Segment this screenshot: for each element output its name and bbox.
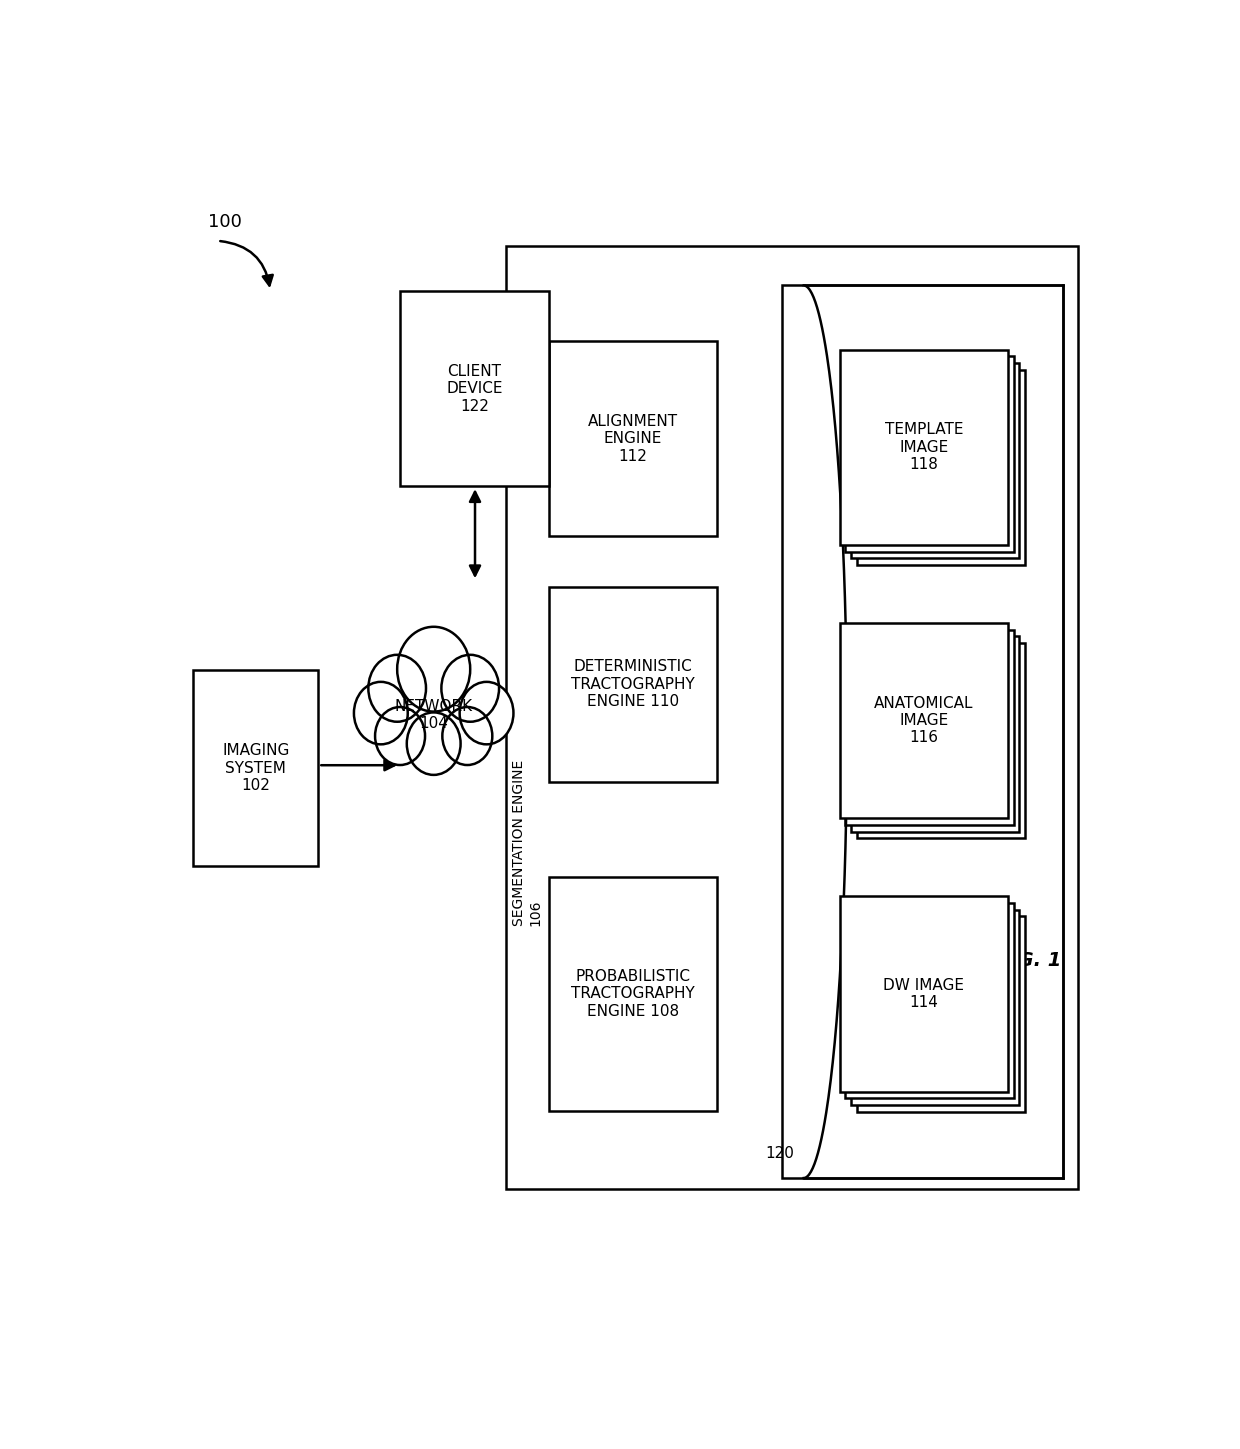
Text: FIG. 1: FIG. 1 [997,951,1061,969]
Circle shape [407,713,460,775]
FancyBboxPatch shape [846,903,1013,1098]
Text: TEMPLATE
IMAGE
118: TEMPLATE IMAGE 118 [884,422,963,472]
FancyBboxPatch shape [857,643,1025,839]
FancyBboxPatch shape [846,630,1013,824]
FancyBboxPatch shape [851,636,1019,832]
FancyBboxPatch shape [506,246,1078,1190]
FancyBboxPatch shape [401,291,549,487]
FancyBboxPatch shape [839,349,1008,545]
Circle shape [443,707,492,765]
Circle shape [397,627,470,711]
Text: ALIGNMENT
ENGINE
112: ALIGNMENT ENGINE 112 [588,414,678,464]
FancyBboxPatch shape [839,897,1008,1091]
FancyBboxPatch shape [193,671,319,865]
Circle shape [374,707,425,765]
FancyBboxPatch shape [549,341,717,536]
Text: 100: 100 [208,213,242,230]
Circle shape [353,682,408,745]
FancyBboxPatch shape [851,910,1019,1106]
Text: DW IMAGE
114: DW IMAGE 114 [883,978,965,1010]
FancyBboxPatch shape [857,916,1025,1111]
Text: CLIENT
DEVICE
122: CLIENT DEVICE 122 [446,364,502,413]
Text: NETWORK
104: NETWORK 104 [394,698,472,732]
FancyBboxPatch shape [782,285,1063,1178]
Text: ANATOMICAL
IMAGE
116: ANATOMICAL IMAGE 116 [874,696,973,745]
Text: DETERMINISTIC
TRACTOGRAPHY
ENGINE 110: DETERMINISTIC TRACTOGRAPHY ENGINE 110 [572,659,694,709]
Circle shape [368,655,427,722]
FancyBboxPatch shape [851,364,1019,558]
Text: 120: 120 [765,1146,794,1161]
Text: IMAGING
SYSTEM
102: IMAGING SYSTEM 102 [222,743,290,793]
FancyBboxPatch shape [549,877,717,1111]
FancyBboxPatch shape [839,623,1008,819]
FancyArrowPatch shape [221,241,273,285]
Text: PROBABILISTIC
TRACTOGRAPHY
ENGINE 108: PROBABILISTIC TRACTOGRAPHY ENGINE 108 [572,969,694,1019]
Text: SEGMENTATION ENGINE
106: SEGMENTATION ENGINE 106 [512,759,543,926]
Polygon shape [804,285,847,1178]
Circle shape [441,655,498,722]
FancyBboxPatch shape [549,587,717,782]
FancyBboxPatch shape [846,356,1013,552]
FancyBboxPatch shape [857,369,1025,565]
Circle shape [460,682,513,745]
